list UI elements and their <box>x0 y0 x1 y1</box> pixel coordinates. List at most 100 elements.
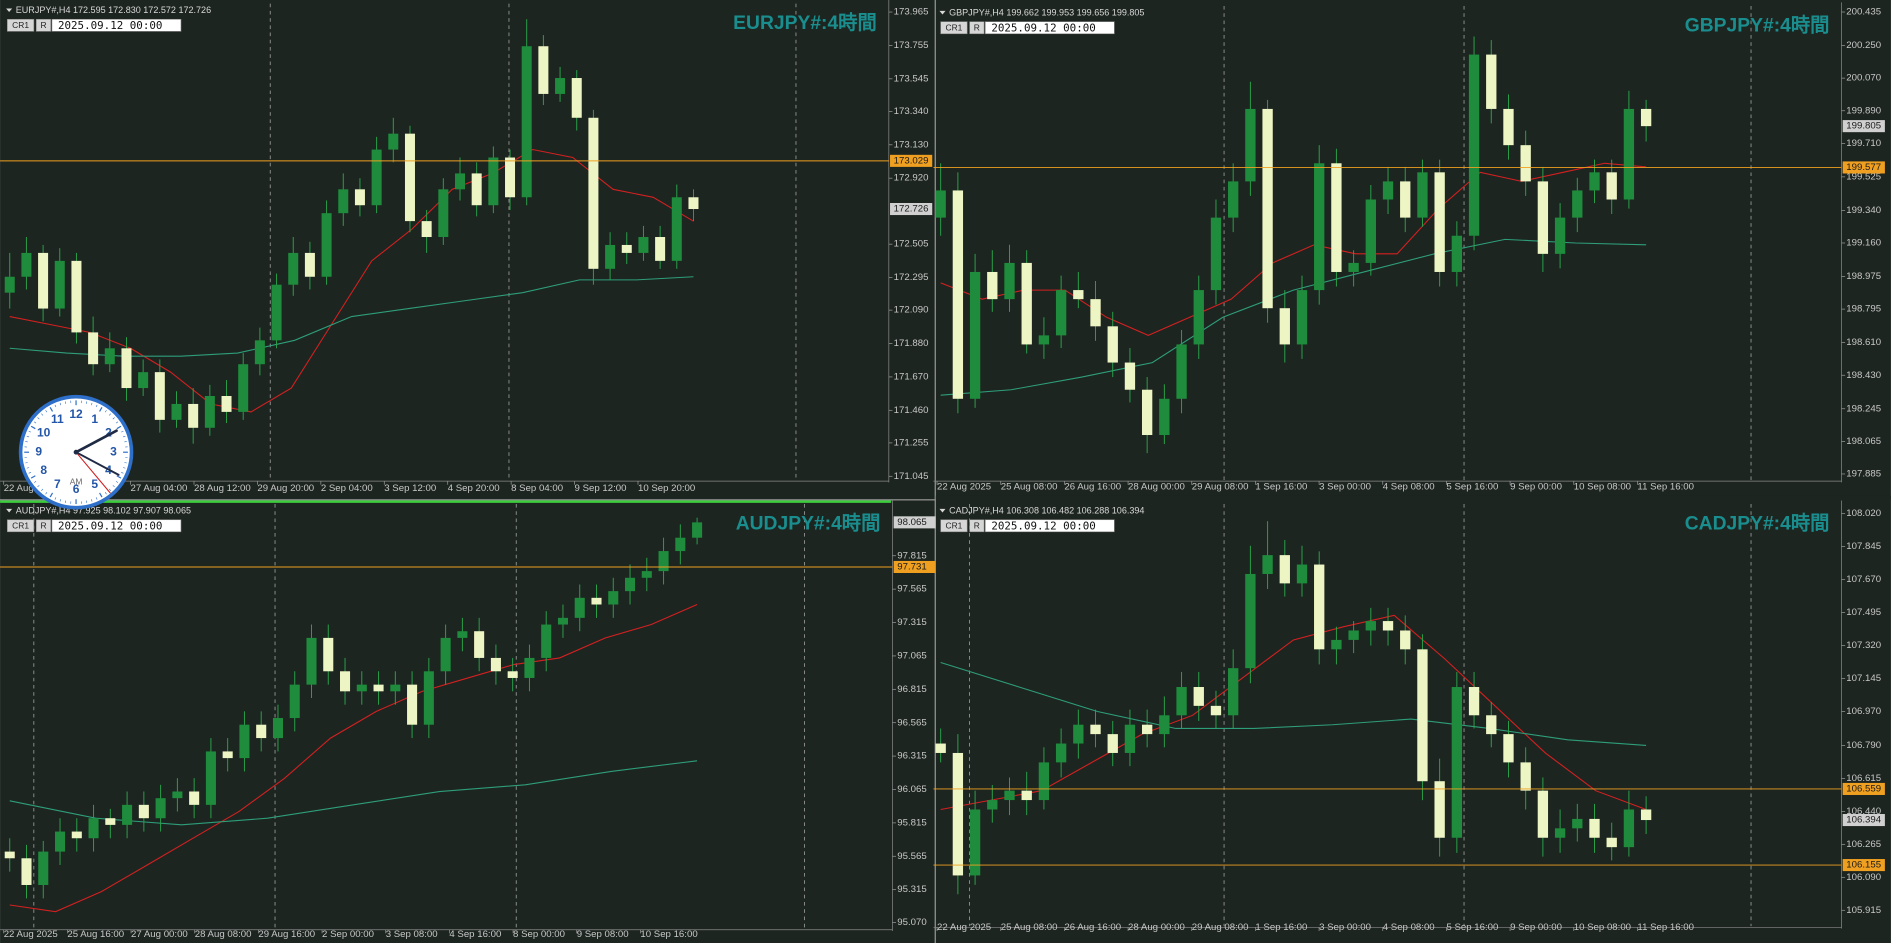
x-tick-label: 9 Sep 00:00 <box>1510 922 1562 933</box>
candle-body <box>171 403 182 420</box>
y-tick-label: 106.265 <box>1846 839 1881 850</box>
button-label[interactable]: R <box>40 521 46 531</box>
y-tick-label: 108.020 <box>1846 508 1881 519</box>
y-tick-label: 107.320 <box>1846 640 1881 651</box>
clock-tick <box>104 492 107 495</box>
moving-average <box>940 661 1647 747</box>
button[interactable] <box>969 519 985 533</box>
candle-body <box>521 46 532 198</box>
candle-body <box>1073 290 1084 300</box>
candle-body <box>621 244 632 253</box>
bid-label-box <box>1842 814 1885 827</box>
clock-tick <box>41 413 44 416</box>
candle-body <box>421 221 432 238</box>
candle-body <box>407 684 418 725</box>
button[interactable] <box>35 519 52 533</box>
candle-body <box>1589 818 1600 838</box>
button-label[interactable]: R <box>974 23 980 33</box>
clock-tick <box>91 402 93 406</box>
candle-body <box>1228 668 1239 716</box>
clock-center <box>73 449 79 455</box>
candle-body <box>54 260 65 309</box>
x-tick-label: 25 Aug 16:00 <box>67 929 124 940</box>
candle-body <box>354 189 365 206</box>
x-tick-label: 28 Aug 00:00 <box>1128 482 1185 493</box>
chart-panel <box>0 0 935 500</box>
button[interactable] <box>7 519 35 533</box>
clock-tick <box>104 410 107 413</box>
clock-tick <box>37 417 40 420</box>
chart-header: CADJPY#,H4 106.308 106.482 106.288 106.3… <box>949 506 1144 516</box>
candle-body <box>1262 555 1273 574</box>
y-tick-label: 97.315 <box>897 617 926 628</box>
button[interactable] <box>940 21 968 35</box>
button[interactable] <box>940 519 968 533</box>
button-label[interactable]: CR1 <box>945 521 962 531</box>
y-tick-label: 171.880 <box>894 338 929 349</box>
candle-body <box>1245 573 1256 669</box>
candle-body <box>474 631 485 658</box>
clock-tick <box>26 435 30 438</box>
button[interactable] <box>35 18 52 32</box>
candle-body <box>987 800 998 810</box>
clock-tick <box>25 441 28 443</box>
button-label[interactable]: CR1 <box>945 23 962 33</box>
candle-body <box>1348 262 1359 272</box>
candle-body <box>1623 809 1635 848</box>
price-label: 199.577 <box>1846 162 1881 173</box>
candle-body <box>440 637 451 672</box>
candle-body <box>1090 299 1101 327</box>
clock-tick <box>121 430 124 433</box>
candle-body <box>1400 181 1411 218</box>
bid-label-box <box>893 516 936 529</box>
candle-body <box>321 213 332 277</box>
price-label-box <box>893 560 936 573</box>
chart-title: AUDJPY#:4時間 <box>736 513 881 535</box>
candle-body <box>340 671 351 692</box>
date-text: 2025.09.12 00:00 <box>58 19 162 32</box>
candle-body <box>1400 630 1411 650</box>
candle-body <box>507 671 518 678</box>
clock-tick <box>108 488 111 491</box>
candle-body <box>1176 687 1187 716</box>
candle-body <box>323 637 334 672</box>
button[interactable] <box>969 21 985 35</box>
candle-body <box>1520 145 1531 182</box>
x-tick-label: 29 Aug 08:00 <box>1192 482 1249 493</box>
button-label[interactable]: R <box>974 521 980 531</box>
button-label[interactable]: R <box>40 20 46 30</box>
clock-tick <box>112 417 115 420</box>
candle-body <box>1417 172 1428 218</box>
x-tick-label: 25 Aug 08:00 <box>1001 482 1058 493</box>
y-tick-label: 199.710 <box>1846 138 1881 149</box>
candle-body <box>1640 108 1652 127</box>
candle-body <box>272 718 283 739</box>
candle-body <box>222 751 233 759</box>
button[interactable] <box>7 18 35 32</box>
button-label[interactable]: CR1 <box>12 521 29 531</box>
y-tick-label: 198.430 <box>1846 370 1881 381</box>
candle-body <box>371 149 382 206</box>
y-tick-label: 172.090 <box>894 305 929 316</box>
y-tick-label: 107.145 <box>1846 673 1881 684</box>
candle-body <box>138 372 149 389</box>
price-label: 106.559 <box>1846 783 1881 794</box>
candle-body <box>71 260 82 333</box>
candle-body <box>1572 190 1583 218</box>
y-tick-label: 199.525 <box>1846 171 1881 182</box>
y-tick-label: 199.340 <box>1846 205 1881 216</box>
chart-header: GBPJPY#,H4 199.662 199.953 199.656 199.8… <box>949 8 1144 18</box>
clock-tick <box>45 492 48 495</box>
button-label[interactable]: CR1 <box>12 20 29 30</box>
y-tick-label: 198.610 <box>1846 337 1881 348</box>
candle-body <box>1021 790 1032 801</box>
x-tick-label: 1 Sep 16:00 <box>1255 922 1307 933</box>
candle-body <box>1245 108 1256 182</box>
candle-body <box>238 364 249 412</box>
clock-tick <box>59 402 62 406</box>
candle-body <box>1382 181 1394 200</box>
candle-body <box>1537 181 1549 254</box>
candle-body <box>692 522 703 538</box>
clock-hand <box>75 451 111 494</box>
x-tick-label: 8 Sep 00:00 <box>513 929 565 940</box>
